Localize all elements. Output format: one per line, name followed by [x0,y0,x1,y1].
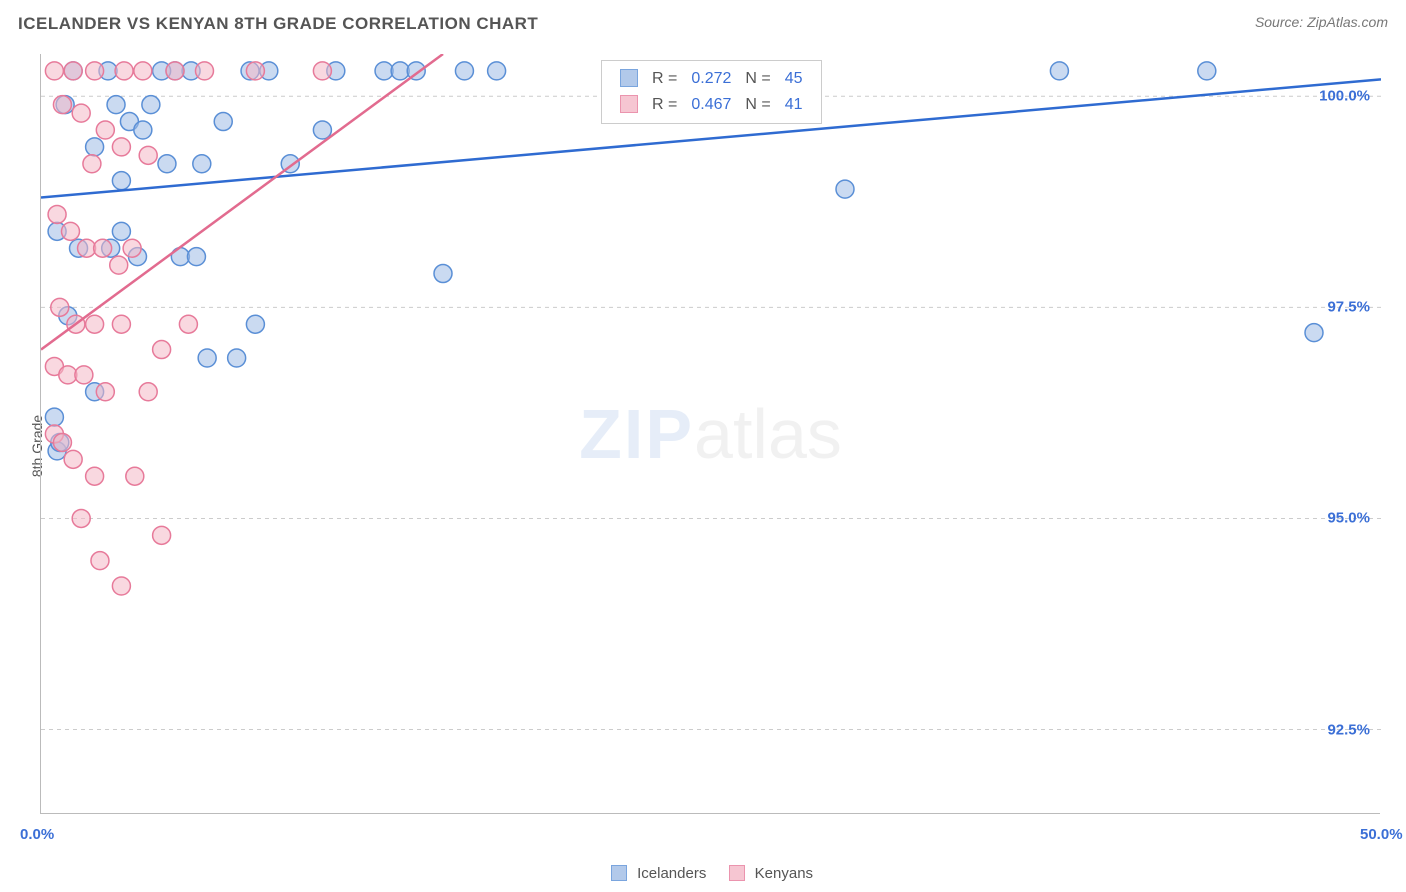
stats-row-icelanders: R = 0.272 N = 45 [614,67,809,91]
n-value: 45 [779,67,809,91]
r-value: 0.272 [685,67,737,91]
plot-svg [41,54,1381,814]
legend-label-kenyans: Kenyans [755,865,813,882]
source-attribution: Source: ZipAtlas.com [1255,14,1388,30]
source-prefix: Source: [1255,14,1307,30]
y-tick-label: 97.5% [1327,299,1370,316]
stats-row-kenyans: R = 0.467 N = 41 [614,93,809,117]
chart-title: ICELANDER VS KENYAN 8TH GRADE CORRELATIO… [18,14,538,33]
y-tick-label: 95.0% [1327,510,1370,527]
n-label: N = [739,93,776,117]
swatch-icon [620,69,638,87]
x-tick-label: 50.0% [1360,826,1403,843]
y-tick-label: 100.0% [1319,88,1370,105]
y-tick-label: 92.5% [1327,721,1370,738]
r-label: R = [646,67,683,91]
legend-label-icelanders: Icelanders [637,865,706,882]
n-value: 41 [779,93,809,117]
correlation-stats-box: R = 0.272 N = 45 R = 0.467 N = 41 [601,60,822,124]
series-legend: Icelanders Kenyans [0,865,1406,882]
n-label: N = [739,67,776,91]
stats-table: R = 0.272 N = 45 R = 0.467 N = 41 [612,65,811,119]
chart-container: ICELANDER VS KENYAN 8TH GRADE CORRELATIO… [0,0,1406,892]
legend-swatch-icon [729,865,745,881]
r-label: R = [646,93,683,117]
plot-area: ZIPatlas R = 0.272 N = 45 R = 0.467 N = … [40,54,1380,814]
source-name: ZipAtlas.com [1307,14,1388,30]
x-tick-label: 0.0% [20,826,54,843]
header: ICELANDER VS KENYAN 8TH GRADE CORRELATIO… [18,14,1388,44]
r-value: 0.467 [685,93,737,117]
legend-swatch-icon [611,865,627,881]
swatch-icon [620,95,638,113]
